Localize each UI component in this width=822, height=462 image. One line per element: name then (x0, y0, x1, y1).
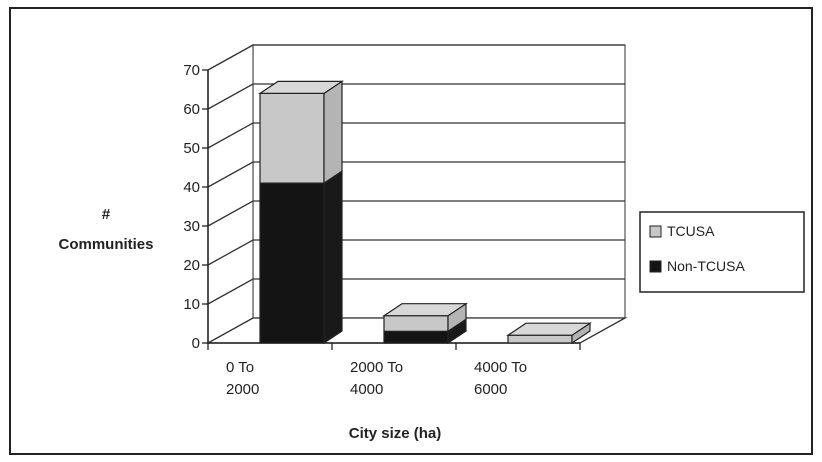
y-tick-label: 40 (183, 179, 200, 196)
y-tick-label: 30 (183, 218, 200, 235)
gridline (207, 44, 625, 71)
bar-top-face (258, 80, 344, 95)
gridline (207, 161, 625, 188)
legend-label-non-tcusa: Non-TCUSA (667, 258, 745, 274)
x-axis-title: City size (ha) (349, 425, 442, 442)
y-tick-label: 20 (183, 257, 200, 274)
x-tick-label: 0 To (226, 359, 254, 376)
y-axis-title-line-1: # (102, 206, 111, 223)
legend-swatch-non-tcusa (649, 260, 662, 273)
y-tick-label: 10 (183, 296, 200, 313)
gridline (207, 122, 625, 149)
x-tick-label: 2000 (226, 381, 259, 398)
y-tick-label: 70 (183, 62, 200, 79)
gridline (207, 200, 625, 227)
axis-labels: 0 10 20 30 40 50 60 70 0 To 2000 2000 To 4000 4000 T… (183, 62, 527, 398)
x-tick-label: 4000 To (474, 359, 527, 376)
legend: TCUSA Non-TCUSA (639, 211, 805, 293)
legend-swatch-tcusa (649, 225, 662, 238)
bar-front-face (259, 182, 325, 344)
bar-segment (506, 322, 592, 345)
gridline (207, 278, 625, 305)
bar-front-face (507, 334, 573, 344)
y-tick-label: 0 (192, 335, 200, 352)
gridline (207, 83, 625, 110)
bar-segment (258, 80, 344, 185)
y-tick-label: 50 (183, 140, 200, 157)
x-tick-label: 4000 (350, 381, 383, 398)
chart-walls (207, 43, 626, 345)
legend-box (639, 211, 805, 293)
y-axis-title-line-2: Communities (58, 236, 153, 253)
gridlines (207, 44, 625, 305)
bar-front-face (383, 315, 449, 332)
bar-segment (382, 302, 468, 333)
bar-front-face (383, 330, 449, 344)
x-tick-label: 6000 (474, 381, 507, 398)
gridline (207, 239, 625, 266)
bars (258, 80, 592, 345)
bar-front-face (259, 92, 325, 184)
bar-side-face (323, 80, 343, 185)
x-tick-label: 2000 To (350, 359, 403, 376)
bar-side-face (323, 169, 343, 345)
legend-label-tcusa: TCUSA (667, 223, 715, 239)
bar-top-face (506, 322, 592, 336)
side-wall (207, 43, 254, 345)
bar-top-face (382, 303, 468, 317)
bar-segment (259, 169, 343, 345)
y-tick-label: 60 (183, 101, 200, 118)
